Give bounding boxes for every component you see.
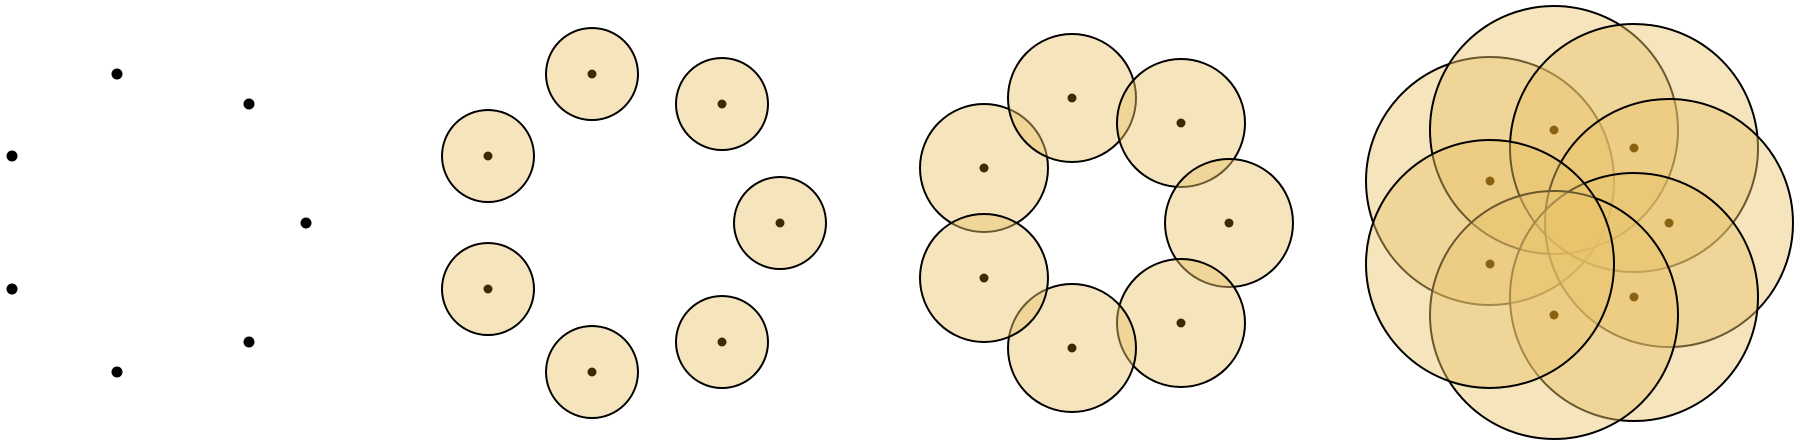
sample-point <box>587 69 597 79</box>
sample-point <box>243 336 255 348</box>
sample-point <box>1485 259 1495 269</box>
sample-point <box>1485 176 1495 186</box>
sample-point <box>243 98 255 110</box>
sample-point <box>775 218 785 228</box>
panel-overlapping-disks <box>1365 5 1794 440</box>
sample-point <box>717 99 727 109</box>
sample-point <box>1629 292 1639 302</box>
sample-point <box>300 217 312 229</box>
panel-touching-disks <box>919 33 1294 413</box>
sample-point <box>979 163 989 173</box>
sample-point <box>1549 125 1559 135</box>
sample-point <box>6 150 18 162</box>
sample-point <box>1224 218 1234 228</box>
sample-point <box>1176 118 1186 128</box>
sample-point <box>111 68 123 80</box>
sample-point <box>717 337 727 347</box>
sample-point <box>1549 310 1559 320</box>
sample-point <box>483 284 493 294</box>
sample-point <box>1067 93 1077 103</box>
sample-point <box>6 283 18 295</box>
sample-point <box>1067 343 1077 353</box>
sample-point <box>483 151 493 161</box>
panel-small-disks <box>441 27 827 419</box>
sample-point <box>979 273 989 283</box>
sample-point <box>587 367 597 377</box>
sample-point <box>1176 318 1186 328</box>
sample-point <box>1664 218 1674 228</box>
sample-point <box>111 366 123 378</box>
sample-point <box>1629 143 1639 153</box>
panel-points-only <box>6 68 312 378</box>
